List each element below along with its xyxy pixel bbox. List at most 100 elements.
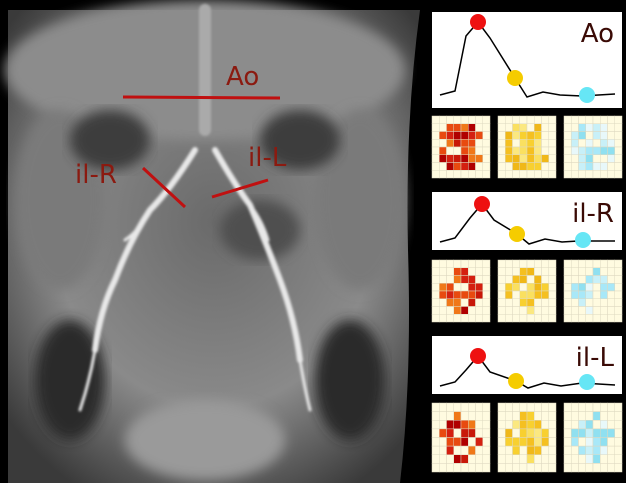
thumb-cell <box>505 259 513 268</box>
thumb-cell <box>585 115 594 124</box>
thumb-cell <box>505 445 513 455</box>
thumb-cell <box>497 411 506 421</box>
thumb-cell <box>512 437 520 447</box>
mid-dot <box>509 226 525 242</box>
thumb-cell <box>446 428 454 438</box>
thumb-cell <box>592 463 601 473</box>
thumb-cell <box>534 139 542 148</box>
thumb-cell <box>460 154 469 163</box>
thumb-cell <box>512 314 520 323</box>
thumb-cell <box>482 283 491 292</box>
thumb-cell <box>446 154 454 163</box>
thumb-cell <box>600 290 608 299</box>
thumb-cell <box>526 437 535 447</box>
thumb-cell <box>614 146 623 155</box>
thumb-cell <box>497 131 506 140</box>
thumb-cell <box>534 146 542 155</box>
thumb-cell <box>475 290 483 299</box>
thumb-cell <box>439 275 447 284</box>
thumb-cell <box>512 162 520 171</box>
thumb-cell <box>512 275 520 284</box>
thumb-cell <box>571 259 579 268</box>
thumb-cell <box>497 306 506 315</box>
thumb-cell <box>548 267 557 276</box>
panels: Ao il-R il-L <box>431 12 623 473</box>
thumb-cell <box>534 314 542 323</box>
thumb-cell <box>439 290 447 299</box>
thumb-cell <box>482 445 491 455</box>
thumb-cell <box>607 306 615 315</box>
thumb-cell <box>439 146 447 155</box>
thumb-cell <box>548 428 557 438</box>
thumb-cell <box>519 267 528 276</box>
thumb-cell <box>548 454 557 464</box>
thumb-cell <box>431 454 440 464</box>
thumb-cell <box>475 283 483 292</box>
thumb-cell <box>578 420 586 430</box>
thumb-cell <box>468 146 476 155</box>
thumb-cell <box>571 290 579 299</box>
thumb-cell <box>563 146 572 155</box>
thumb-cell <box>497 290 506 299</box>
thumb-cell <box>460 402 469 412</box>
thumb-cell <box>600 283 608 292</box>
thumb-cell <box>453 162 462 171</box>
thumb-cell <box>439 267 447 276</box>
thumb-cell <box>563 115 572 124</box>
thumb-cell <box>592 290 601 299</box>
panel-label: il-R <box>572 199 614 229</box>
thumb-cell <box>534 298 542 307</box>
thumb-cell <box>468 428 476 438</box>
thumb-cell <box>571 298 579 307</box>
mid-dot <box>507 70 523 86</box>
thumb-cell <box>541 290 549 299</box>
thumb-cell <box>446 314 454 323</box>
thumb-cell <box>512 115 520 124</box>
thumb-cell <box>607 170 615 179</box>
thumb-cell <box>578 402 586 412</box>
thumb-cell <box>475 445 483 455</box>
thumb-cell <box>453 463 462 473</box>
thumb-cell <box>600 454 608 464</box>
thumb-cell <box>431 162 440 171</box>
thumb-cell <box>431 259 440 268</box>
thumb-cell <box>571 454 579 464</box>
thumb-cell <box>600 298 608 307</box>
thumb-cell <box>534 463 542 473</box>
thumb-cell <box>614 267 623 276</box>
thumb-cell <box>482 298 491 307</box>
thumb-cell <box>519 290 528 299</box>
thumb-cell <box>534 154 542 163</box>
thumb-cell <box>446 290 454 299</box>
thumb-cell <box>614 298 623 307</box>
thumb-cell <box>446 298 454 307</box>
thumb-cell <box>460 298 469 307</box>
thumb-cell <box>585 259 594 268</box>
thumb-cell <box>541 259 549 268</box>
thumb-cell <box>446 454 454 464</box>
thumb-cell <box>585 314 594 323</box>
thumb-cell <box>482 463 491 473</box>
thumb-cell <box>607 445 615 455</box>
thumb-cell <box>541 275 549 284</box>
thumb-cell <box>468 275 476 284</box>
thumb-cell <box>453 428 462 438</box>
thumb-cell <box>453 146 462 155</box>
thumb-cell <box>541 139 549 148</box>
thumb-cell <box>431 154 440 163</box>
thumb-cell <box>563 411 572 421</box>
thumb-cell <box>475 259 483 268</box>
thumb-cell <box>578 445 586 455</box>
thumb-cell <box>497 437 506 447</box>
thumb-cell <box>571 402 579 412</box>
thumb-cell <box>475 146 483 155</box>
thumb-cell <box>607 259 615 268</box>
thumb-cell <box>453 314 462 323</box>
thumb-cell <box>439 314 447 323</box>
thumb-cell <box>439 463 447 473</box>
thumbnail <box>563 115 623 179</box>
thumb-cell <box>468 437 476 447</box>
thumb-cell <box>439 428 447 438</box>
thumb-cell <box>563 420 572 430</box>
thumb-cell <box>512 428 520 438</box>
